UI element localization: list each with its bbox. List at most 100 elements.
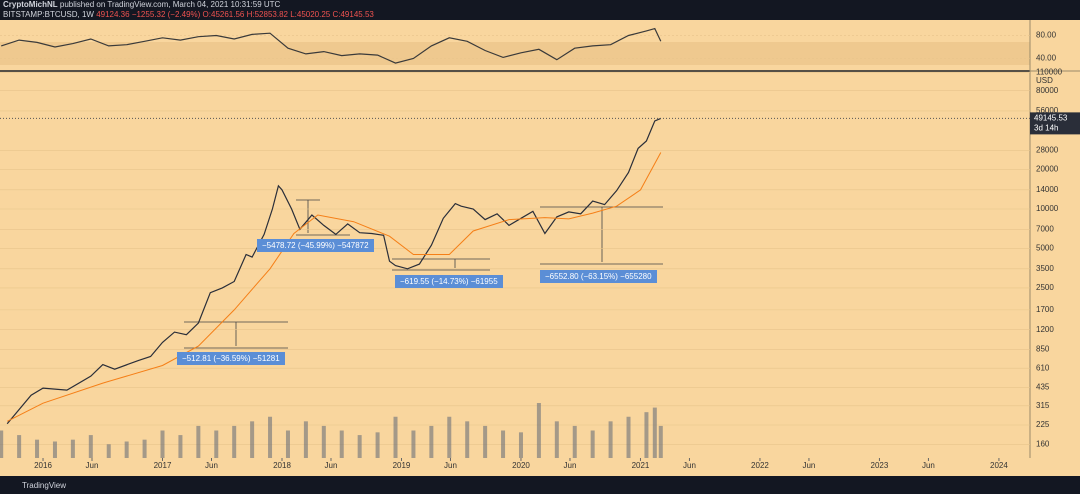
volume-bar (590, 430, 595, 458)
x-tick-label: 2023 (871, 461, 889, 470)
y-tick-label: 20000 (1036, 165, 1059, 174)
x-tick-label: Jun (325, 461, 338, 470)
time-axis (0, 458, 1080, 476)
price-axis (1030, 20, 1080, 458)
footer-brand: TradingView (22, 481, 66, 490)
measure-2 (296, 199, 350, 236)
x-tick-label: 2016 (34, 461, 52, 470)
volume-bar (375, 432, 380, 458)
volume-bar (465, 421, 470, 458)
close: C:49145.53 (332, 10, 374, 19)
volume-bar (52, 441, 57, 458)
y-tick-label: 1200 (1036, 325, 1054, 334)
published: published on TradingView.com, March 04, … (60, 0, 281, 9)
volume-bar (70, 439, 75, 458)
volume-bar (214, 430, 219, 458)
y-tick-label: 315 (1036, 401, 1050, 410)
volume-bar (483, 425, 488, 458)
y-tick-label: 7000 (1036, 224, 1054, 233)
volume-bar (196, 425, 201, 458)
open: O:45261.56 (203, 10, 245, 19)
header-line-1: CryptoMichNL published on TradingView.co… (3, 0, 281, 9)
volume-bar (608, 421, 613, 458)
y-tick-label: 40.00 (1036, 54, 1057, 63)
volume-bar (106, 444, 111, 458)
y-tick-label: 56000 (1036, 106, 1059, 115)
y-tick-label: 10000 (1036, 204, 1059, 213)
x-tick-label: 2017 (154, 461, 172, 470)
volume-bar (17, 435, 22, 458)
volume-bar (303, 421, 308, 458)
rsi-band (0, 42, 1030, 65)
volume-bar (626, 416, 631, 458)
series-line (1, 27, 662, 64)
x-tick-label: Jun (444, 461, 457, 470)
y-tick-label: 160 (1036, 440, 1050, 449)
volume-bar (88, 435, 93, 458)
volume-bar (518, 432, 523, 458)
volume-bar (339, 430, 344, 458)
change: −1255.32 (−2.49%) (132, 10, 201, 19)
measure-1 (184, 321, 288, 349)
annotation: −6552.80 (−63.15%) −655280 (540, 270, 657, 283)
x-tick-label: Jun (802, 461, 815, 470)
last-price-box (1030, 112, 1080, 135)
y-tick-label: 2500 (1036, 283, 1054, 292)
volume-bar (160, 430, 165, 458)
annotation: −5478.72 (−45.99%) −547872 (257, 239, 374, 252)
x-tick-label: Jun (86, 461, 99, 470)
low: L:45020.25 (290, 10, 331, 19)
x-tick-label: 2020 (512, 461, 530, 470)
y-tick-label: 14000 (1036, 185, 1059, 194)
volume-bar (644, 412, 649, 458)
volume-bar (285, 430, 290, 458)
volume-bar (572, 425, 577, 458)
volume-bar (536, 403, 541, 458)
volume-bar (554, 421, 559, 458)
annotation: −619.55 (−14.73%) −61955 (395, 275, 503, 288)
volume-bar (0, 430, 4, 458)
x-tick-label: Jun (564, 461, 577, 470)
volume-bar (393, 416, 398, 458)
volume-bar (178, 435, 183, 458)
y-tick-label: 225 (1036, 420, 1050, 429)
volume-bar (447, 416, 452, 458)
volume-bar (658, 425, 663, 458)
symbol: BITSTAMP:BTCUSD, 1W (3, 10, 94, 19)
x-tick-label: Jun (683, 461, 696, 470)
volume-bar (268, 416, 273, 458)
measure-3 (392, 258, 490, 271)
author: CryptoMichNL (3, 0, 58, 9)
currency: USD (1036, 76, 1053, 85)
x-tick-label: 2022 (751, 461, 769, 470)
x-tick-label: Jun (922, 461, 935, 470)
volume-bar (35, 439, 40, 458)
header-line-2: BITSTAMP:BTCUSD, 1W 49124.36 −1255.32 (−… (3, 10, 374, 19)
measure-tools (184, 199, 663, 349)
annotation: −512.81 (−36.59%) −51281 (177, 352, 285, 365)
volume-bar (142, 439, 147, 458)
countdown: 3d 14h (1034, 123, 1058, 132)
last-price-label: 49145.53 (1034, 113, 1068, 122)
measure-4 (540, 206, 663, 265)
volume-bar (652, 407, 657, 458)
volume-bar (501, 430, 506, 458)
x-tick-label: Jun (205, 461, 218, 470)
volume-bar (250, 421, 255, 458)
volume-bar (124, 441, 129, 458)
x-tick-label: 2021 (632, 461, 650, 470)
volume-bar (429, 425, 434, 458)
volume-bar (232, 425, 237, 458)
series-line (6, 152, 662, 422)
x-tick-label: 2018 (273, 461, 291, 470)
y-tick-label: 1700 (1036, 305, 1054, 314)
y-tick-label: 610 (1036, 363, 1050, 372)
y-tick-label: 850 (1036, 344, 1050, 353)
x-tick-label: 2024 (990, 461, 1008, 470)
y-tick-label: 3500 (1036, 264, 1054, 273)
last: 49124.36 (96, 10, 130, 19)
volume-bar (321, 425, 326, 458)
series-line (6, 117, 662, 425)
